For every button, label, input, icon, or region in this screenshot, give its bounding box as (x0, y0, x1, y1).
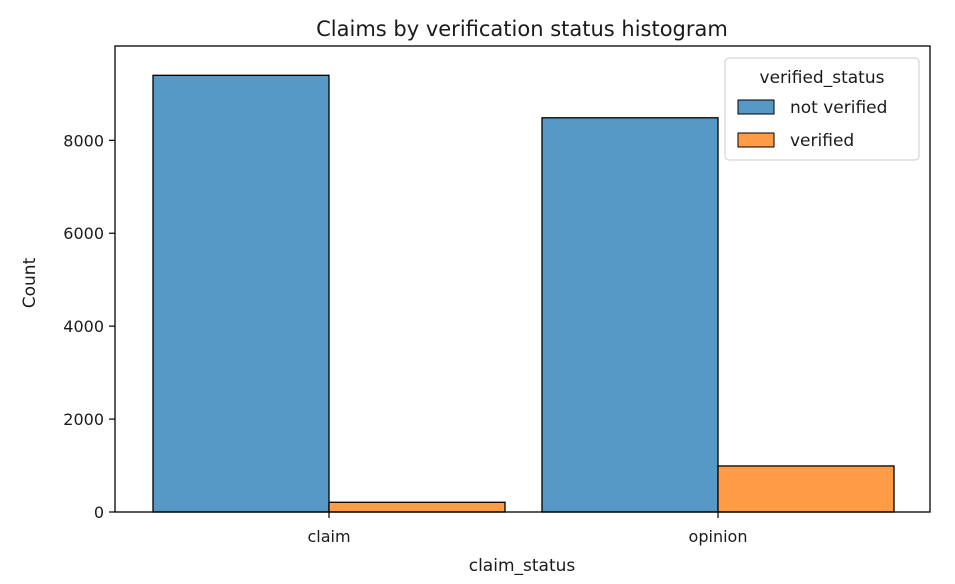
x-tick-label-opinion: opinion (689, 527, 748, 546)
bar-not-verified-claim (152, 74, 330, 513)
legend-swatch-verified (737, 132, 775, 148)
plot-area (152, 74, 895, 513)
x-axis: claim opinion (307, 512, 747, 546)
y-tick-label: 6000 (63, 224, 104, 243)
y-tick-label: 0 (94, 503, 104, 522)
legend-label-verified: verified (790, 131, 854, 151)
bar-verified-claim (328, 501, 506, 513)
x-axis-label: claim_status (469, 556, 576, 576)
chart-title: Claims by verification status histogram (316, 17, 728, 41)
y-axis: 0 2000 4000 6000 8000 (63, 131, 115, 522)
y-tick-label: 8000 (63, 131, 104, 150)
legend-title: verified_status (760, 68, 885, 88)
plot-frame (114, 45, 931, 513)
bar-not-verified-opinion (541, 117, 719, 513)
legend-swatch-not-verified (737, 99, 775, 115)
y-axis-label: Count (20, 257, 40, 308)
y-tick-label: 4000 (63, 317, 104, 336)
legend-label-not-verified: not verified (790, 98, 887, 118)
bar-verified-opinion (717, 465, 895, 513)
y-tick-label: 2000 (63, 410, 104, 429)
x-tick-label-claim: claim (307, 527, 350, 546)
legend: verified_status not verified verified (724, 57, 920, 161)
